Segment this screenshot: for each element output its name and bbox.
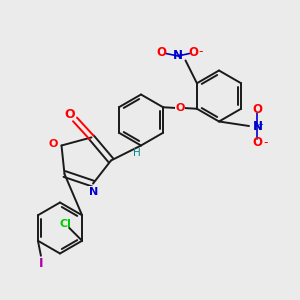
Text: I: I xyxy=(39,257,43,270)
Text: O: O xyxy=(64,107,75,121)
Text: +: + xyxy=(178,52,183,58)
Text: +: + xyxy=(257,122,263,128)
Text: -: - xyxy=(198,45,202,58)
Text: O: O xyxy=(48,139,58,149)
Text: O: O xyxy=(175,103,185,113)
Text: O: O xyxy=(252,136,262,149)
Text: N: N xyxy=(89,187,98,197)
Text: H: H xyxy=(133,148,140,158)
Text: O: O xyxy=(252,103,262,116)
Text: Cl: Cl xyxy=(60,219,71,229)
Text: -: - xyxy=(263,136,268,149)
Text: O: O xyxy=(189,46,199,59)
Text: N: N xyxy=(173,50,183,62)
Text: O: O xyxy=(157,46,166,59)
Text: N: N xyxy=(252,119,262,133)
